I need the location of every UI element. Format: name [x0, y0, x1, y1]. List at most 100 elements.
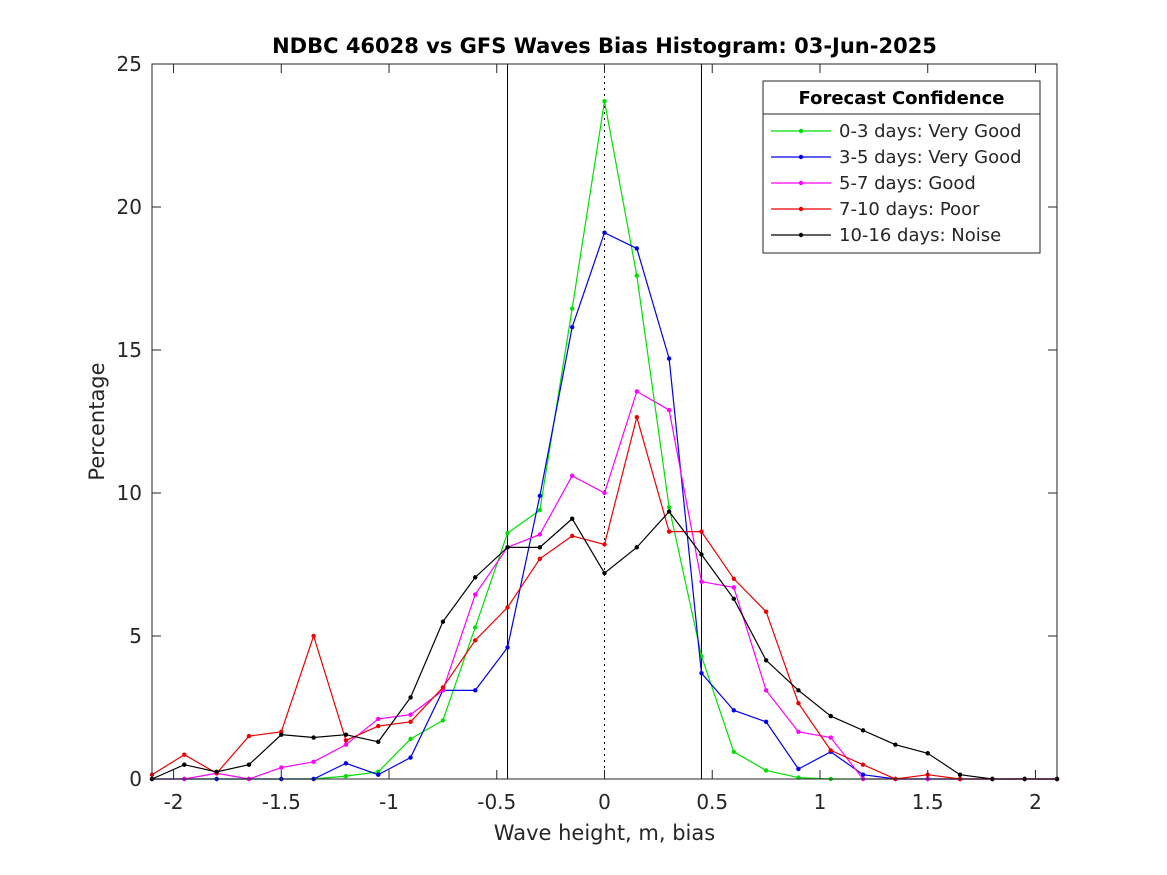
data-point	[796, 701, 801, 706]
data-point	[828, 735, 833, 740]
legend-label: 10-16 days: Noise	[839, 225, 1001, 246]
data-point	[569, 533, 575, 539]
legend-item: 7-10 days: Poor	[771, 199, 980, 220]
data-point	[537, 507, 543, 513]
data-point	[376, 723, 381, 729]
data-point	[666, 509, 672, 514]
data-point	[505, 530, 510, 536]
data-point	[828, 748, 833, 753]
data-point	[699, 552, 704, 557]
data-point	[602, 542, 607, 547]
legend-title: Forecast Confidence	[799, 88, 1005, 109]
data-point	[763, 658, 769, 663]
data-point	[343, 773, 349, 779]
legend-swatch-marker	[798, 232, 804, 238]
data-point	[505, 545, 510, 550]
legend-swatch-marker	[798, 180, 804, 186]
x-axis-label: Wave height, m, bias	[494, 821, 715, 845]
data-point	[473, 688, 478, 693]
data-point	[634, 415, 640, 420]
legend-box	[762, 80, 1041, 254]
data-point	[343, 732, 349, 737]
data-point	[602, 570, 607, 576]
data-point	[473, 592, 478, 597]
legend-label: 3-5 days: Very Good	[839, 147, 1022, 168]
data-point	[408, 736, 413, 742]
data-point	[860, 762, 866, 767]
data-point	[828, 713, 833, 719]
x-tick-label: -2	[164, 790, 184, 814]
data-point	[537, 545, 543, 550]
legend-swatch-marker	[798, 206, 804, 212]
data-point	[311, 735, 316, 740]
data-point	[569, 516, 575, 521]
x-tick-label: -1.5	[262, 790, 301, 814]
legend-items: 0-3 days: Very Good 3-5 days: Very Good 5-…	[771, 121, 1022, 246]
data-point	[731, 708, 736, 713]
data-point	[602, 230, 607, 235]
data-point	[796, 688, 801, 693]
data-point	[537, 532, 543, 537]
series-5	[149, 509, 1060, 782]
data-point	[311, 633, 316, 639]
data-point	[602, 98, 607, 104]
data-point	[537, 493, 543, 499]
y-tick-label: 5	[129, 624, 142, 648]
legend-swatch-marker	[798, 154, 804, 160]
data-point	[440, 718, 446, 723]
data-point	[957, 772, 963, 777]
data-point	[376, 739, 381, 745]
y-tick-label: 25	[117, 52, 142, 76]
data-point	[634, 246, 640, 251]
legend-item: 10-16 days: Noise	[771, 225, 1001, 246]
data-point	[311, 759, 316, 765]
data-point	[473, 625, 478, 630]
legend-item: 0-3 days: Very Good	[771, 121, 1022, 142]
data-point	[569, 306, 575, 311]
data-point	[279, 765, 284, 770]
data-point	[440, 685, 446, 690]
x-tick-label: 0.5	[696, 790, 728, 814]
data-point	[860, 772, 866, 777]
legend-item: 3-5 days: Very Good	[771, 147, 1022, 168]
data-point	[376, 772, 381, 777]
data-point	[860, 728, 866, 733]
data-point	[246, 733, 252, 739]
legend-label: 0-3 days: Very Good	[839, 121, 1022, 142]
data-point	[408, 712, 413, 717]
data-point	[634, 273, 640, 278]
data-point	[537, 556, 543, 561]
data-point	[731, 576, 736, 581]
legend-swatch-marker	[798, 128, 804, 134]
data-point	[473, 575, 478, 580]
y-axis-label: Percentage	[85, 362, 109, 480]
x-tick-label: -0.5	[477, 790, 516, 814]
data-point	[731, 585, 736, 590]
data-point	[699, 529, 704, 534]
data-point	[408, 755, 413, 760]
reference-lines	[507, 64, 702, 779]
y-tick-label: 0	[129, 767, 142, 791]
data-point	[925, 751, 930, 756]
data-point	[505, 645, 510, 650]
data-point	[634, 389, 640, 394]
data-point	[893, 742, 898, 747]
legend: Forecast Confidence 0-3 days: Very Good 3…	[762, 80, 1041, 254]
data-point	[666, 529, 672, 534]
data-point	[279, 732, 284, 737]
data-point	[602, 490, 607, 496]
y-tick-label: 15	[117, 338, 142, 362]
data-point	[731, 596, 736, 602]
data-point	[569, 324, 575, 330]
data-point	[343, 761, 349, 766]
y-tick-label: 10	[117, 481, 142, 505]
data-point	[763, 609, 769, 614]
y-tick-label: 20	[117, 195, 142, 219]
data-point	[634, 545, 640, 550]
data-point	[763, 768, 769, 773]
data-point	[343, 738, 349, 743]
x-tick-label: 1.5	[912, 790, 944, 814]
data-point	[699, 579, 704, 584]
data-point	[408, 695, 413, 700]
